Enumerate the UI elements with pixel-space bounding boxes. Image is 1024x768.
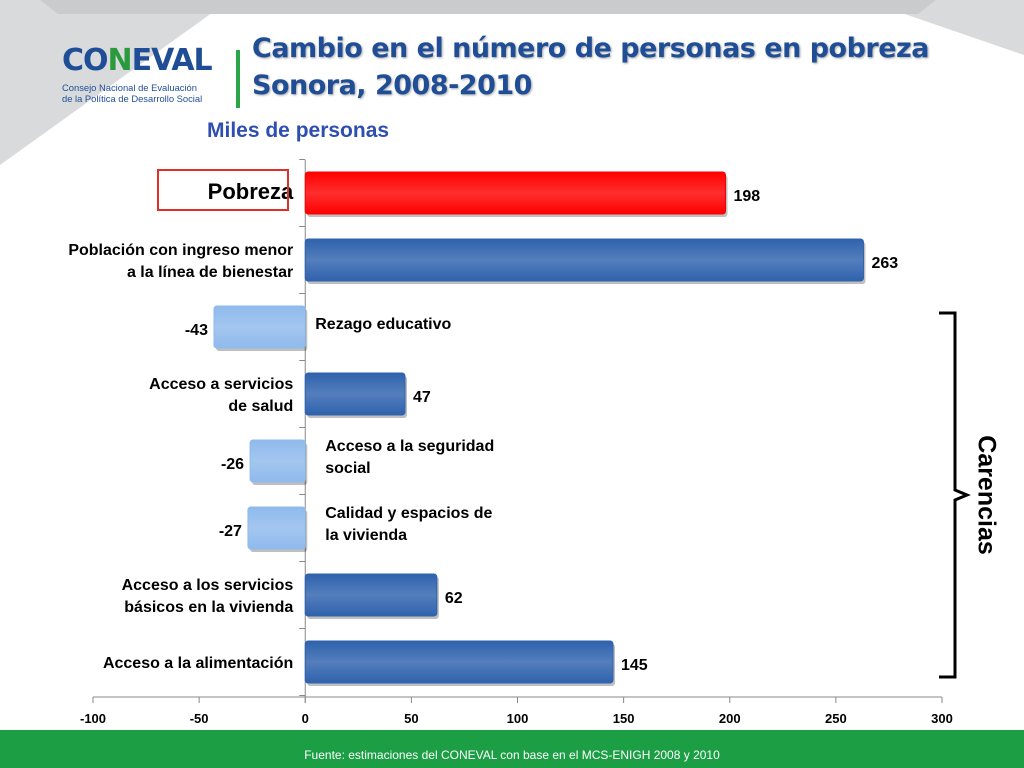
value-label: 145 — [621, 657, 648, 674]
bar — [247, 506, 306, 550]
value-label: 198 — [734, 188, 761, 205]
bracket-label: Carencias — [972, 435, 1000, 555]
x-tick-label: 200 — [719, 711, 741, 726]
category-label: Pobreza — [208, 179, 294, 204]
category-label: Acceso a la seguridad — [325, 438, 494, 455]
value-label: 62 — [445, 590, 463, 607]
bar — [304, 573, 438, 617]
x-tick-label: 150 — [613, 711, 635, 726]
logo-subtitle: Consejo Nacional de Evaluación de la Pol… — [62, 82, 203, 104]
category-label: Acceso a la alimentación — [103, 655, 293, 672]
logo-divider — [236, 50, 240, 108]
category-label: la vivienda — [325, 527, 407, 544]
carencias-bracket — [939, 311, 971, 679]
logo-wordmark: CONEVAL — [62, 43, 213, 78]
x-tick-label: -50 — [190, 711, 209, 726]
category-label: de salud — [228, 398, 293, 415]
footer-bar: Fuente: estimaciones del CONEVAL con bas… — [0, 730, 1024, 768]
category-label: Población con ingreso menor — [68, 242, 293, 259]
bar — [304, 238, 864, 282]
value-label: -43 — [185, 322, 208, 339]
source-note: Fuente: estimaciones del CONEVAL con bas… — [304, 748, 720, 762]
corner-decoration-left — [0, 0, 230, 165]
bar — [249, 439, 306, 483]
category-label: Acceso a los servicios — [122, 577, 294, 594]
coneval-logo: CONEVAL Consejo Nacional de Evaluación d… — [62, 46, 232, 114]
category-label: Rezago educativo — [315, 316, 451, 333]
category-label: Calidad y espacios de — [325, 505, 492, 522]
bar — [213, 305, 306, 349]
bar — [304, 171, 727, 215]
value-label: 47 — [413, 389, 431, 406]
chart-units-subtitle: Miles de personas — [207, 119, 390, 142]
value-label: -26 — [221, 456, 244, 473]
x-tick-label: 300 — [931, 711, 953, 726]
x-tick-label: 250 — [825, 711, 847, 726]
bar — [304, 372, 406, 416]
x-tick-label: 0 — [302, 711, 309, 726]
header-band — [40, 0, 936, 14]
category-label: social — [325, 460, 370, 477]
page-title: Cambio en el número de personas en pobre… — [252, 33, 929, 101]
x-tick-label: 100 — [507, 711, 529, 726]
value-label: -27 — [219, 523, 242, 540]
value-label: 263 — [871, 255, 898, 272]
category-label: a la línea de bienestar — [127, 264, 293, 281]
x-tick-label: 50 — [404, 711, 418, 726]
x-tick-label: -100 — [80, 711, 106, 726]
highlight-box — [157, 169, 289, 211]
category-label: básicos en la vivienda — [124, 599, 293, 616]
bar — [304, 640, 614, 684]
bar-chart: -100 -50 0 50 100 150 200 250 300 198 Pobreza 263 Po… — [68, 159, 1000, 726]
category-label: Acceso a servicios — [149, 376, 293, 393]
